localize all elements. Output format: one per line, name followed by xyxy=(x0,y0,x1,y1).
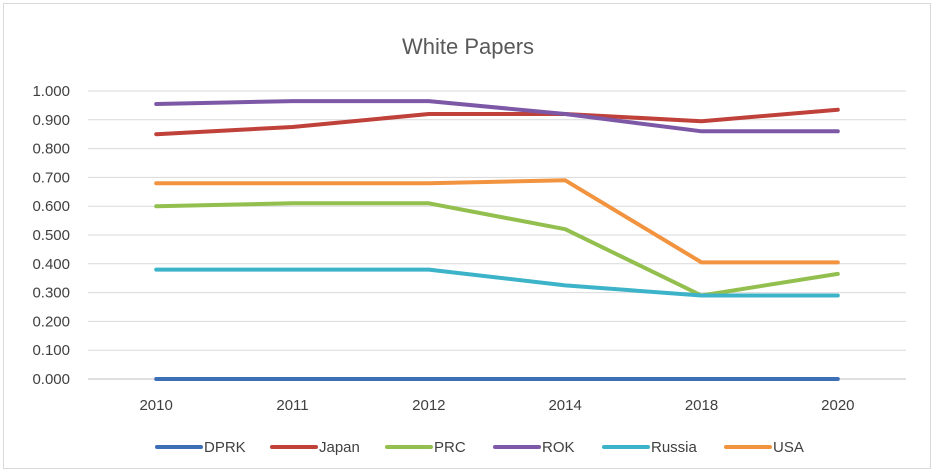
series-line-russia xyxy=(154,267,840,298)
legend-label: PRC xyxy=(434,439,466,456)
y-tick-label: 0.800 xyxy=(32,141,70,158)
legend-item-usa: USA xyxy=(724,439,804,456)
y-tick-label: 0.900 xyxy=(32,112,70,129)
series-line-japan xyxy=(154,107,840,137)
legend-item-rok: ROK xyxy=(493,439,575,456)
legend-label: Russia xyxy=(651,439,698,456)
legend-label: USA xyxy=(773,439,804,456)
chart-title: White Papers xyxy=(402,34,534,59)
legend-item-japan: Japan xyxy=(270,439,360,456)
x-tick-label: 2011 xyxy=(276,397,308,414)
series-line-usa xyxy=(154,178,840,265)
legend-item-dprk: DPRK xyxy=(155,439,246,456)
legend: DPRK Japan PRC ROK Russia USA xyxy=(155,439,804,456)
legend-item-prc: PRC xyxy=(385,439,466,456)
legend-label: ROK xyxy=(542,439,575,456)
x-tick-label: 2014 xyxy=(548,397,581,414)
chart-frame xyxy=(3,3,931,469)
x-tick-label: 2018 xyxy=(685,397,718,414)
series-line-prc xyxy=(154,201,840,298)
y-axis-ticks: 0.000 0.100 0.200 0.300 0.400 0.500 0.600 0.700… xyxy=(32,83,70,388)
x-axis-ticks: 2010 2011 2012 2014 2018 2020 xyxy=(139,397,854,414)
y-tick-label: 0.700 xyxy=(32,169,70,186)
y-tick-label: 0.300 xyxy=(32,285,70,302)
x-tick-label: 2010 xyxy=(139,397,172,414)
series-lines xyxy=(154,99,840,381)
y-tick-label: 0.400 xyxy=(32,256,70,273)
x-tick-label: 2020 xyxy=(821,397,854,414)
x-tick-label: 2012 xyxy=(412,397,445,414)
y-tick-label: 0.100 xyxy=(32,342,70,359)
legend-label: DPRK xyxy=(204,439,246,456)
gridlines xyxy=(88,90,906,380)
y-tick-label: 0.200 xyxy=(32,313,70,330)
y-tick-label: 0.500 xyxy=(32,227,70,244)
series-line-rok xyxy=(154,99,840,134)
y-tick-label: 0.600 xyxy=(32,198,70,215)
y-tick-label: 0.000 xyxy=(32,371,70,388)
legend-item-russia: Russia xyxy=(602,439,698,456)
y-tick-label: 1.000 xyxy=(32,83,70,100)
legend-label: Japan xyxy=(319,439,360,456)
